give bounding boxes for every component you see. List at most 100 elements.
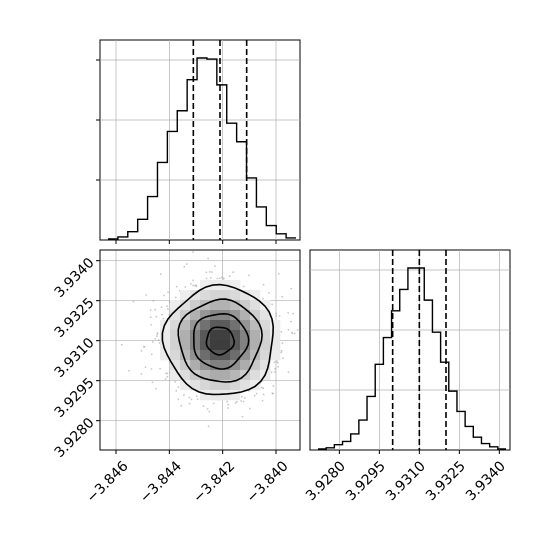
scatter-point [162,317,165,320]
density-cell [200,310,211,321]
scatter-xtick-label-1: −3.844 [137,458,185,506]
density-cell [250,370,261,381]
scatter-point [149,309,152,311]
density-cell [170,340,181,351]
scatter-point [188,396,191,399]
scatter-point [274,371,276,373]
density-cell [160,330,171,341]
density-cell [230,380,241,391]
density-cell [260,340,271,351]
scatter-point [163,294,165,297]
scatter-point [280,349,283,352]
scatter-point [249,407,251,410]
contour-level-0 [205,326,236,356]
scatter-point [128,369,130,372]
density-cell [230,330,241,341]
scatter-point [222,277,225,280]
scatter-point [196,398,199,401]
density-cell [240,330,251,341]
scatter-point [156,333,159,336]
density-cell [190,310,201,321]
density-cell [240,290,251,301]
scatter-point [242,400,245,403]
scatter-point [120,343,123,346]
scatter-point [157,339,160,342]
scatter-point [151,381,154,384]
scatter-point [143,345,145,348]
scatter-point [227,403,230,406]
scatter-point [168,313,171,316]
hist1-xtick-label-4: 3.9340 [463,458,509,504]
density-cell [260,330,271,341]
density-cell [210,350,221,361]
scatter-point [275,360,278,363]
scatter-point [253,394,256,397]
scatter-point [287,371,290,374]
density-cell [220,320,231,331]
scatter-point [177,386,180,389]
scatter-point [216,277,219,280]
scatter-point [206,408,209,410]
density-cell [230,320,241,331]
scatter-point [174,296,177,299]
scatter-xtick-label-3: −3.840 [244,458,292,506]
density-cell [200,380,211,391]
scatter-point [282,357,284,360]
scatter-ytick-label-2: 3.9310 [52,335,98,381]
scatter-point [204,235,206,237]
density-cell [200,360,211,371]
scatter-point [290,320,292,323]
scatter-point [275,314,278,317]
density-cell [240,340,251,351]
density-cell [170,370,181,381]
scatter-point [271,303,273,306]
density-cell [220,370,231,381]
density-cell [270,350,281,361]
scatter-point [287,311,290,314]
scatter-point [164,378,167,380]
density-cell [230,390,241,401]
density-cell [210,370,221,381]
density-cell [240,380,251,391]
density-cell [170,350,181,361]
scatter-point [166,372,169,375]
density-cell [180,370,191,381]
scatter-point [188,402,191,405]
density-cell [200,330,211,341]
scatter-point [155,335,158,337]
scatter-point [207,257,210,260]
scatter-point [278,315,281,317]
density-cell [250,320,261,331]
scatter-point [192,284,195,287]
density-cell [160,340,171,351]
scatter-point [281,342,284,345]
scatter-point [154,337,157,340]
hist1-xtick-label-1: 3.9295 [343,458,389,504]
scatter-point [290,287,293,290]
hist1-xtick-label-3: 3.9325 [423,458,469,504]
scatter-point [241,415,244,418]
density-cell [160,350,171,361]
density-cell [200,320,211,331]
scatter-point [291,331,293,334]
scatter-point [194,284,196,287]
density-cell [180,380,191,391]
scatter-point [159,273,162,276]
histogram-top-left-frame [99,39,301,241]
density-cell [250,360,261,371]
scatter-point [175,390,178,392]
density-cell [200,280,211,291]
density-cell [240,350,251,361]
density-cell [250,300,261,311]
scatter-point [174,381,177,383]
density-cell [270,320,281,331]
density-cell [180,360,191,371]
scatter-point [145,294,148,296]
density-cell [200,370,211,381]
density-cell [170,330,181,341]
density-cell [270,340,281,351]
scatter-point [242,285,245,288]
density-cell [260,300,271,311]
